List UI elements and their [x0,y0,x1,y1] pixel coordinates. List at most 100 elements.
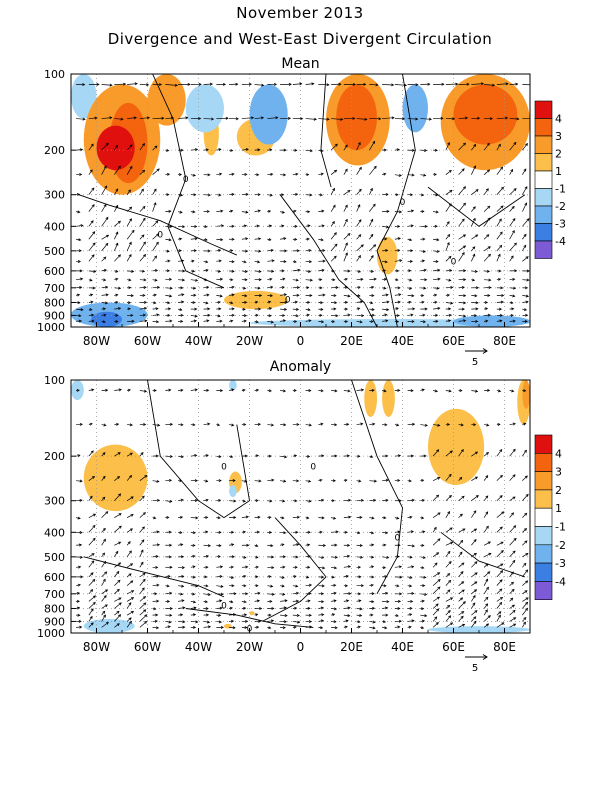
vector-arrowhead [283,260,287,264]
vector-arrow [445,269,452,272]
vector-arrow [76,278,83,281]
vector-arrowhead [411,173,415,177]
vector-arrowhead [92,231,96,235]
vector-arrowhead [269,599,273,603]
vector-arrow [280,607,287,609]
vector-arrowhead [363,82,367,86]
vector-arrowhead [129,206,133,210]
vector-arrow [394,249,400,252]
vector-arrowhead [105,285,109,289]
vector-arrow [509,188,517,195]
vector-arrowhead [192,575,196,579]
vector-arrowhead [168,555,172,559]
vector-arrowhead [283,148,287,152]
vector-arrow [88,220,94,227]
vector-arrow [139,452,144,457]
vector-arrowhead [244,625,248,629]
vector-arrowhead [359,607,363,611]
vector-arrowhead [486,234,490,238]
vector-arrow [88,553,95,558]
vector-arrowhead [231,269,235,273]
vector-arrow [330,205,336,212]
vector-arrowhead [118,562,122,566]
vector-arrow [216,295,223,297]
vector-arrowhead [358,219,362,223]
vector-arrowhead [357,565,362,569]
vector-arrowhead [231,388,235,392]
vector-arrowhead [344,478,348,482]
vector-arrow [76,308,84,311]
vector-arrowhead [300,117,304,121]
vector-arrow [216,566,223,568]
vector-arrow [496,254,501,262]
vector-arrowhead [90,589,94,593]
vector-arrowhead [321,555,325,559]
vector-arrow [280,294,287,296]
vector-arrowhead [421,566,425,570]
vector-arrowhead [156,285,160,289]
vector-arrow [267,479,274,482]
vector-arrowhead [446,241,450,246]
vector-arrowhead [192,531,196,535]
vector-arrowhead [523,244,527,248]
vector-arrow [330,169,337,175]
vector-arrow [126,597,134,602]
vector-arrowhead [333,620,337,624]
vector-arrow [483,541,491,546]
vector-arrowhead [397,454,402,458]
vector-arrowhead [347,606,351,610]
vector-arrowhead [127,301,132,305]
vector-arrowhead [408,286,413,290]
vector-arrowhead [395,278,399,282]
zero-contour [440,531,526,578]
vector-arrowhead [257,591,261,595]
vector-arrowhead [283,479,287,483]
vector-arrow [458,571,464,578]
vector-arrowhead [422,584,426,588]
vector-arrowhead [242,307,246,311]
vector-arrow [458,528,466,533]
vector-arrowhead [118,513,122,516]
vector-arrow [76,149,83,151]
vector-arrowhead [230,278,234,282]
convergence-shade [453,315,530,327]
vector-arrowhead [90,622,94,626]
vector-arrow [152,544,160,546]
vector-arrowhead [179,237,183,241]
vector-arrow [484,270,490,272]
vector-arrow [101,614,106,622]
vector-arrowhead [143,602,147,606]
vector-arrowhead [270,423,275,427]
vector-arrow [471,539,477,546]
vector-arrowhead [370,613,374,617]
vector-arrowhead [205,607,209,611]
vector-arrowhead [77,613,81,617]
vector-arrowhead [78,319,82,323]
vector-arrowhead [166,269,170,273]
vector-arrow [458,320,466,322]
vector-arrowhead [232,613,237,617]
vector-arrow [394,237,401,240]
vector-arrowhead [296,286,300,290]
vector-arrow [496,205,504,212]
vector-arrowhead [169,454,173,458]
vector-arrow [483,205,491,212]
vector-arrow [445,561,452,568]
vector-arrowhead [143,286,147,290]
vector-arrow [216,210,223,212]
vector-arrowhead [116,610,120,614]
vector-arrowhead [331,220,335,225]
vector-arrowhead [499,495,503,499]
vector-arrowhead [516,117,520,121]
vector-arrowhead [155,241,159,245]
vector-arrowhead [130,514,134,517]
vector-arrowhead [500,205,504,209]
vector-arrow [471,589,477,595]
x-tick-label: 40E [391,334,414,348]
vector-arrowhead [486,586,489,590]
vector-arrowhead [319,286,323,290]
vector-arrowhead [397,300,401,304]
vector-arrowhead [333,566,338,570]
vector-arrowhead [76,193,81,197]
vector-arrow [483,553,492,558]
